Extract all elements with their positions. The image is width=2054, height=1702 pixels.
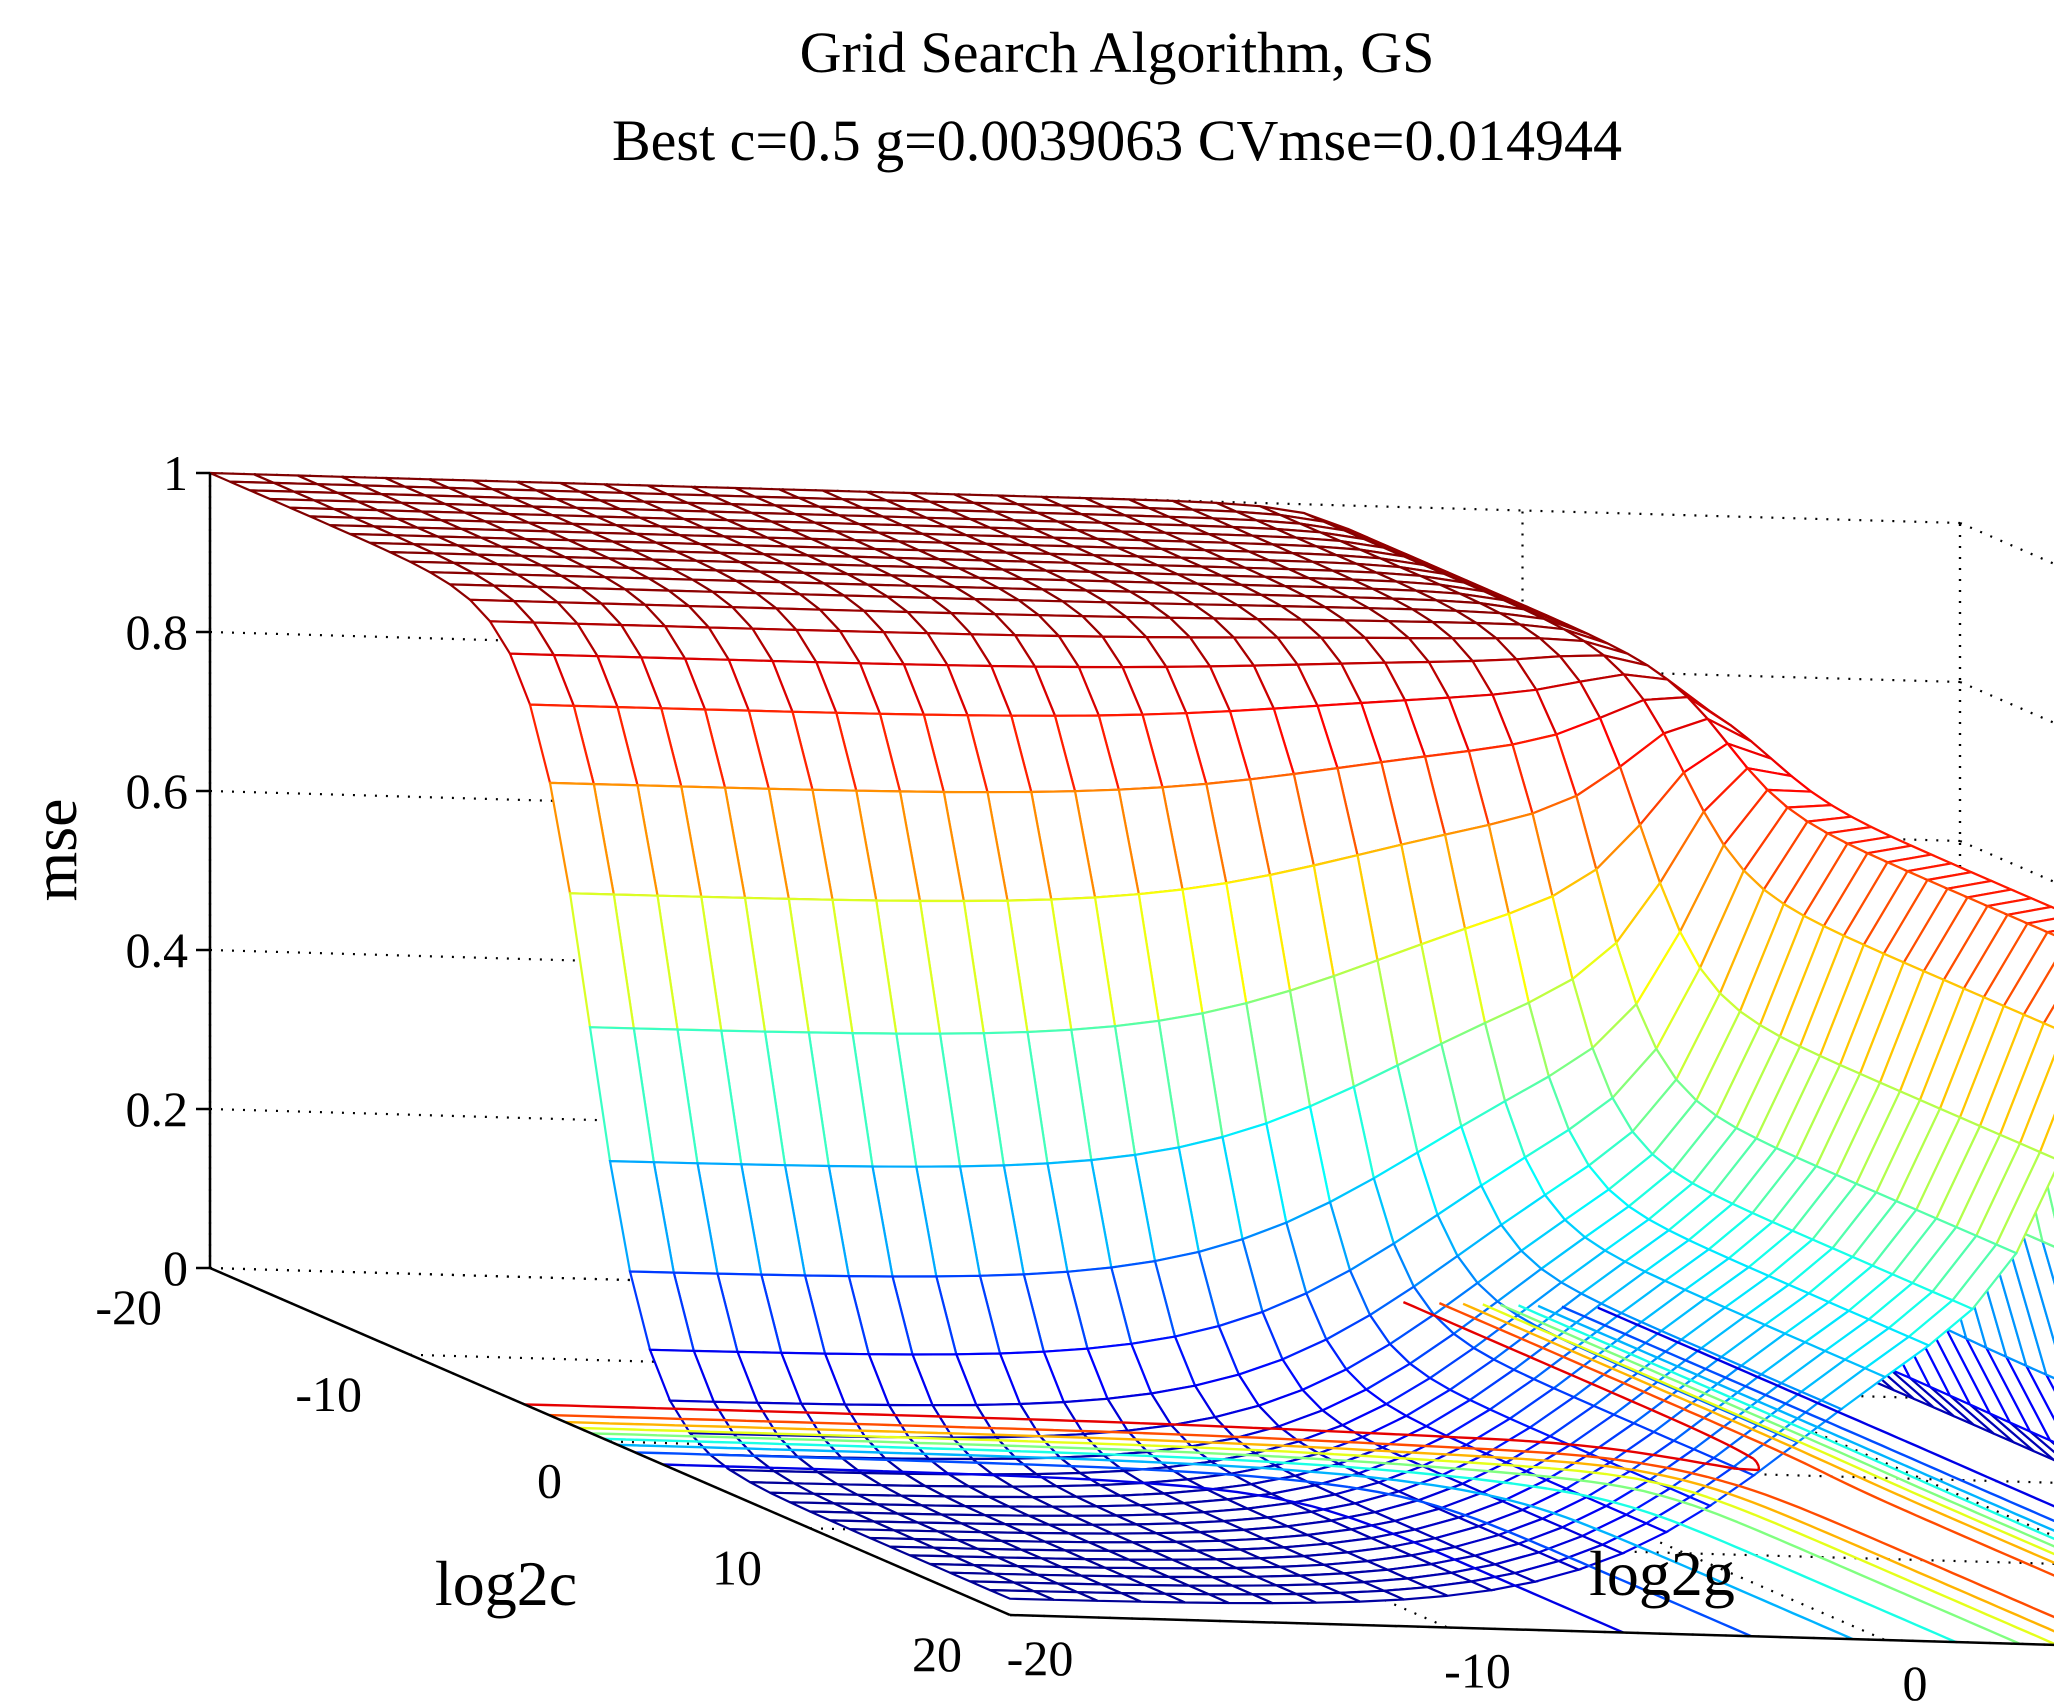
- x-tick-label: -10: [295, 1366, 362, 1422]
- z-tick-label: 0.6: [126, 763, 189, 819]
- contour-line: [603, 1304, 2054, 1644]
- contour-line: [663, 1306, 2054, 1634]
- x-tick-label: 10: [712, 1539, 762, 1595]
- axes: [196, 471, 2054, 1647]
- grid-line: [1084, 1291, 1886, 1642]
- z-tick-label: 0.2: [126, 1081, 189, 1137]
- contour-line: [549, 1302, 2054, 1619]
- z-tick-label: 0.8: [126, 604, 189, 660]
- z-axis-label: mse: [19, 798, 90, 901]
- z-tick-label: 0: [163, 1240, 188, 1296]
- x-axis-line: [209, 1266, 1011, 1617]
- surface-cell: [2040, 1239, 2054, 1285]
- y-tick-label: -20: [1007, 1630, 1074, 1686]
- chart-title: Grid Search Algorithm, GS: [800, 20, 1435, 85]
- y-tick-label: -10: [1444, 1643, 1511, 1699]
- contour-projection: [524, 1300, 2054, 1645]
- surface-cell: [2042, 1003, 2054, 1029]
- x-tick-label: 0: [537, 1453, 562, 1509]
- contour-line: [578, 1303, 2054, 1645]
- x-tick-label: -20: [95, 1279, 162, 1335]
- y-tick-label: 0: [1903, 1655, 1928, 1702]
- contour-line: [591, 1303, 2054, 1645]
- y-axis-line: [1009, 1613, 2054, 1647]
- contour-line: [565, 1302, 2054, 1633]
- contour-line: [524, 1300, 1761, 1472]
- surface-cell: [989, 1589, 1055, 1601]
- z-tick-label: 0.4: [126, 922, 189, 978]
- x-tick-label: 20: [912, 1626, 962, 1682]
- contour-line: [635, 1305, 2054, 1638]
- contour-line: [617, 1304, 2054, 1641]
- surface-mesh: [209, 471, 2054, 1605]
- x-axis-label: log2c: [435, 1548, 577, 1619]
- y-axis-label: log2g: [1589, 1538, 1735, 1609]
- grid-line: [1959, 521, 2054, 565]
- z-tick-label: 1: [163, 445, 188, 501]
- chart-subtitle: Best c=0.5 g=0.0039063 CVmse=0.014944: [612, 108, 1622, 173]
